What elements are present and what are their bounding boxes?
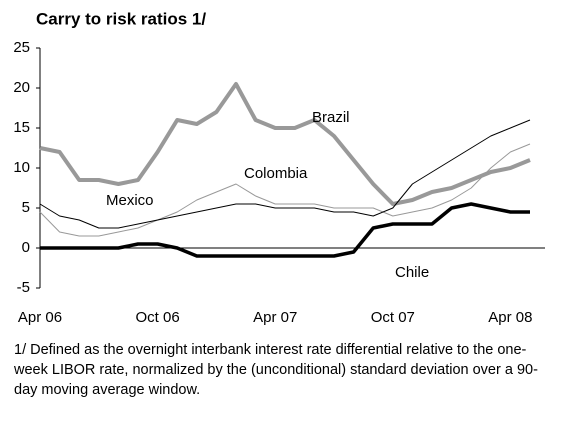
y-tick-label: 15 <box>13 119 30 136</box>
series-label: Colombia <box>244 165 308 182</box>
y-tick-label: 5 <box>22 199 30 216</box>
x-tick-label: Oct 07 <box>371 309 415 326</box>
series-line <box>39 143 531 237</box>
series-label: Mexico <box>106 192 154 209</box>
y-tick-label: 20 <box>13 79 30 96</box>
x-tick-label: Apr 06 <box>18 309 62 326</box>
x-tick-label: Apr 08 <box>488 309 532 326</box>
series-line <box>39 119 531 229</box>
x-tick-label: Oct 06 <box>136 309 180 326</box>
series-label: Brazil <box>312 109 350 126</box>
footnote: 1/ Defined as the overnight interbank in… <box>14 342 538 398</box>
y-tick-label: -5 <box>17 279 30 296</box>
y-tick-label: 25 <box>13 39 30 56</box>
x-tick-label: Apr 07 <box>253 309 297 326</box>
chart: Carry to risk ratios 1/ -5 0 5 10 15 20 25 Apr … <box>13 9 545 326</box>
series-line <box>39 82 531 206</box>
y-tick-label: 10 <box>13 159 30 176</box>
series-line <box>40 202 530 258</box>
chart-title: Carry to risk ratios 1/ <box>36 9 206 28</box>
series-label: Chile <box>395 264 429 281</box>
y-tick-label: 0 <box>22 239 30 256</box>
